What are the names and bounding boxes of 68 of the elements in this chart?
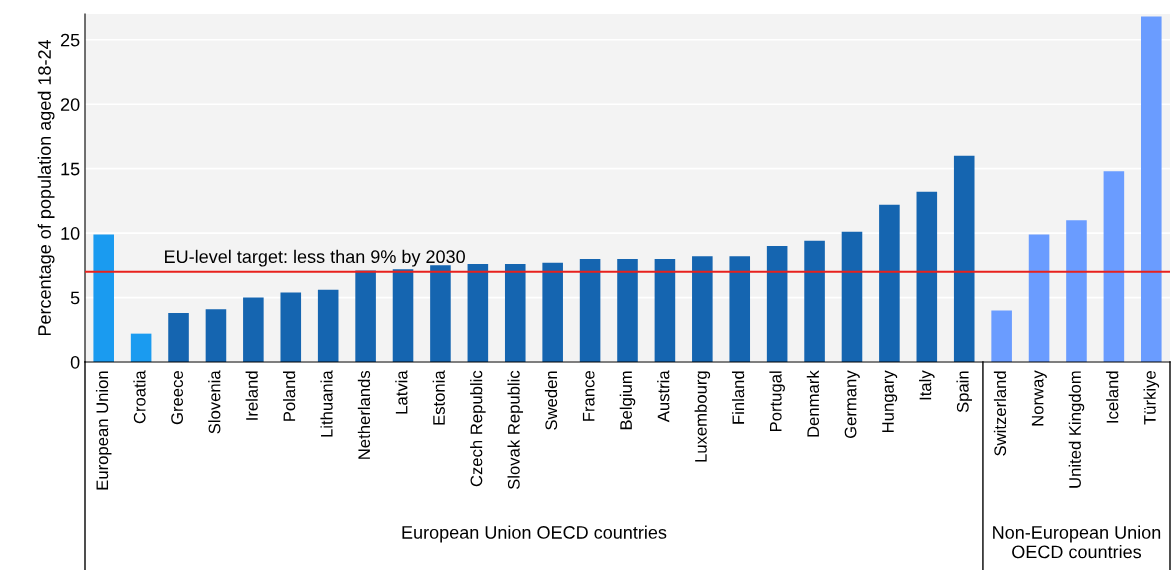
x-tick-label: Luxembourg xyxy=(694,371,711,462)
y-axis-title: Percentage of population aged 18-24 xyxy=(37,39,55,336)
x-tick-label: Latvia xyxy=(395,370,408,414)
bar xyxy=(168,313,189,362)
bar xyxy=(579,258,601,362)
x-tick-label: Estonia xyxy=(432,370,445,425)
y-tick-label: 20 xyxy=(60,98,80,111)
x-tick-label: Spain xyxy=(956,371,972,413)
x-tick-label: Netherlands xyxy=(357,370,371,459)
x-tick-label: Austria xyxy=(657,370,670,423)
bar xyxy=(504,264,526,362)
y-tick-label: 15 xyxy=(61,162,80,176)
bar xyxy=(1028,234,1050,362)
ref-line-label: EU-level target: less than 9% by 2030 xyxy=(165,249,465,267)
x-tick-label: France xyxy=(582,371,595,421)
bar xyxy=(93,234,114,362)
x-tick-label: Portugal xyxy=(769,371,785,432)
bar xyxy=(654,258,676,362)
x-tick-label: Belgium xyxy=(619,371,636,430)
bar xyxy=(542,262,563,362)
bar xyxy=(879,204,900,362)
x-tick-label: Hungary xyxy=(882,370,898,432)
bar xyxy=(355,270,376,362)
text: European Union OECD countries xyxy=(402,525,667,543)
bar xyxy=(617,258,638,362)
x-tick-label: Switzerland xyxy=(993,371,1007,456)
x-tick-label: Poland xyxy=(283,371,296,421)
y-tick-label: 0 xyxy=(70,355,80,369)
x-tick-label: Ireland xyxy=(245,371,258,420)
x-tick-label: Iceland xyxy=(1106,371,1119,423)
bar xyxy=(430,265,451,362)
x-tick-label: Türkiye xyxy=(1143,371,1160,425)
bar xyxy=(953,155,975,362)
bar xyxy=(916,191,938,362)
x-tick-label: Slovenia xyxy=(208,370,221,434)
x-tick-label: Norway xyxy=(1031,370,1047,426)
x-tick-label: Slovak Republic xyxy=(507,370,524,490)
x-tick-label: United Kingdom xyxy=(1068,371,1085,488)
x-tick-label: Czech Republic xyxy=(470,370,486,487)
bar xyxy=(392,269,414,362)
x-tick-label: Lithuania xyxy=(320,370,333,437)
bar xyxy=(692,256,713,362)
y-tick-label: 5 xyxy=(70,291,80,305)
x-tick-label: European Union xyxy=(95,371,112,490)
bar xyxy=(130,333,152,362)
x-tick-label: Germany xyxy=(844,370,860,439)
bar xyxy=(317,289,339,362)
bar xyxy=(766,246,788,362)
bar xyxy=(205,309,227,362)
bar xyxy=(1103,171,1125,362)
x-tick-label: Finland xyxy=(731,371,745,424)
bar xyxy=(1066,220,1087,362)
bar xyxy=(729,256,751,362)
bar xyxy=(1141,16,1162,362)
y-tick-label: 10 xyxy=(61,227,80,240)
bar xyxy=(841,231,863,362)
x-tick-label: Greece xyxy=(171,371,184,425)
x-tick-label: Croatia xyxy=(133,370,146,424)
bar xyxy=(991,310,1012,362)
bar xyxy=(467,264,489,362)
text: Non-European Union OECD countries xyxy=(993,525,1161,559)
x-tick-label: Italy xyxy=(919,370,935,400)
y-tick-label: 25 xyxy=(60,33,80,47)
bar xyxy=(280,292,302,362)
x-tick-label: Denmark xyxy=(806,370,820,437)
x-tick-label: Sweden xyxy=(544,371,558,430)
bar xyxy=(243,297,264,362)
bar xyxy=(804,240,825,362)
